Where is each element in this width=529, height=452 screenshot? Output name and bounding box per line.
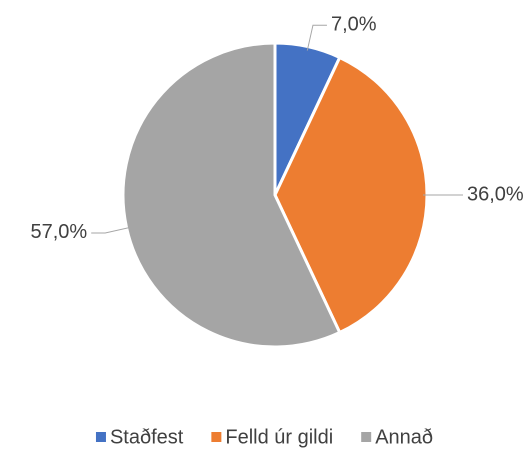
legend-swatch xyxy=(95,432,106,442)
leader-line xyxy=(91,226,131,234)
data-label: 36,0% xyxy=(467,183,524,205)
legend-swatch xyxy=(211,432,222,442)
legend-label: Felld úr gildi xyxy=(225,426,333,448)
data-label: 57,0% xyxy=(30,221,87,243)
legend-swatch xyxy=(361,432,372,442)
legend-label: Annað xyxy=(375,426,433,448)
data-label: 7,0% xyxy=(331,13,377,35)
leader-line xyxy=(306,24,327,51)
legend-label: Staðfest xyxy=(110,426,184,448)
